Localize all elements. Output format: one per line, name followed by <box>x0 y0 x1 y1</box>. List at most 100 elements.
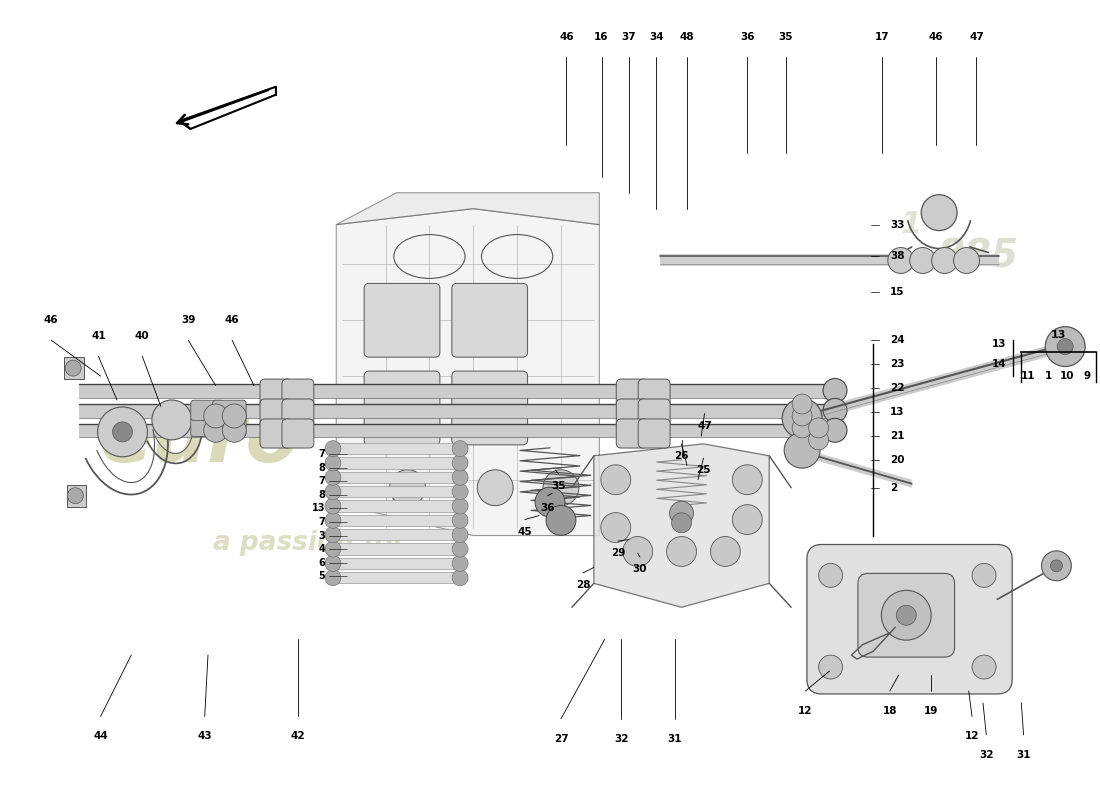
Circle shape <box>808 430 828 450</box>
Bar <box>331 458 462 469</box>
Bar <box>65 357 84 379</box>
Circle shape <box>543 470 579 506</box>
FancyBboxPatch shape <box>282 399 314 428</box>
Text: 28: 28 <box>575 580 590 590</box>
FancyBboxPatch shape <box>364 283 440 357</box>
Text: 11: 11 <box>1021 371 1035 381</box>
Text: 13: 13 <box>890 407 904 417</box>
Text: 24: 24 <box>890 335 904 346</box>
Circle shape <box>546 506 576 535</box>
Circle shape <box>794 410 810 426</box>
Text: 12: 12 <box>799 706 813 716</box>
Circle shape <box>784 432 821 468</box>
Bar <box>78 424 835 438</box>
Circle shape <box>910 247 936 274</box>
Polygon shape <box>337 209 600 535</box>
Bar <box>331 558 462 569</box>
Circle shape <box>452 498 469 514</box>
Circle shape <box>324 555 341 571</box>
Text: 29: 29 <box>610 548 625 558</box>
FancyBboxPatch shape <box>638 419 670 448</box>
Text: 34: 34 <box>649 32 663 42</box>
Text: 32: 32 <box>614 734 628 744</box>
Text: a passion for: a passion for <box>212 530 405 557</box>
Circle shape <box>818 655 843 679</box>
Text: 37: 37 <box>621 32 636 42</box>
Bar <box>67 485 86 507</box>
Text: 13: 13 <box>1050 330 1066 340</box>
Circle shape <box>823 418 847 442</box>
Circle shape <box>222 404 246 428</box>
Circle shape <box>733 465 762 494</box>
Text: 7: 7 <box>319 517 326 527</box>
Text: 8: 8 <box>318 462 326 473</box>
FancyBboxPatch shape <box>260 379 292 408</box>
Circle shape <box>823 378 847 402</box>
Circle shape <box>452 441 469 457</box>
Circle shape <box>792 394 812 414</box>
FancyBboxPatch shape <box>212 400 246 421</box>
Circle shape <box>972 563 996 587</box>
Polygon shape <box>594 444 769 607</box>
Text: 14: 14 <box>991 359 1006 369</box>
FancyBboxPatch shape <box>190 416 224 437</box>
Bar <box>331 572 462 583</box>
Circle shape <box>601 465 630 494</box>
Text: 885: 885 <box>937 238 1018 275</box>
Text: 25: 25 <box>696 465 711 475</box>
Text: 47: 47 <box>969 32 983 42</box>
FancyBboxPatch shape <box>452 371 528 445</box>
Circle shape <box>972 655 996 679</box>
Text: 8: 8 <box>318 490 326 500</box>
Circle shape <box>1057 338 1074 354</box>
Text: 35: 35 <box>779 32 793 42</box>
Circle shape <box>954 247 979 274</box>
Circle shape <box>623 537 652 566</box>
Circle shape <box>881 590 932 640</box>
FancyBboxPatch shape <box>282 419 314 448</box>
Text: 15: 15 <box>890 287 904 298</box>
Circle shape <box>112 422 132 442</box>
Text: 4: 4 <box>319 544 326 554</box>
Text: euro: euro <box>99 402 299 478</box>
Circle shape <box>152 400 191 440</box>
Text: 47: 47 <box>697 421 712 430</box>
Text: 18: 18 <box>882 706 898 716</box>
Circle shape <box>324 455 341 471</box>
FancyBboxPatch shape <box>190 400 224 421</box>
Circle shape <box>67 488 84 504</box>
Circle shape <box>932 247 958 274</box>
Text: 21: 21 <box>890 431 904 441</box>
Circle shape <box>1045 326 1085 366</box>
FancyBboxPatch shape <box>616 399 648 428</box>
Circle shape <box>452 484 469 500</box>
Text: 6: 6 <box>319 558 326 568</box>
Bar <box>331 543 462 554</box>
Circle shape <box>65 360 81 376</box>
Text: 9: 9 <box>1084 371 1091 381</box>
Text: 1: 1 <box>1045 371 1053 381</box>
Text: 30: 30 <box>632 564 647 574</box>
Circle shape <box>667 537 696 566</box>
FancyBboxPatch shape <box>260 419 292 448</box>
Circle shape <box>452 455 469 471</box>
Bar <box>331 443 462 454</box>
Circle shape <box>823 398 847 422</box>
Text: 35: 35 <box>551 481 566 491</box>
Bar <box>660 254 1000 266</box>
Circle shape <box>921 194 957 230</box>
Circle shape <box>324 498 341 514</box>
Circle shape <box>477 470 513 506</box>
Text: 17: 17 <box>874 32 890 42</box>
Text: 19: 19 <box>924 706 938 716</box>
Text: 22: 22 <box>890 383 904 393</box>
Circle shape <box>324 484 341 500</box>
Circle shape <box>324 441 341 457</box>
Bar <box>78 404 835 418</box>
Text: 33: 33 <box>890 220 904 230</box>
Text: 13: 13 <box>311 503 326 514</box>
FancyBboxPatch shape <box>452 283 528 357</box>
Text: 46: 46 <box>559 32 574 42</box>
Text: 41: 41 <box>91 331 106 342</box>
Circle shape <box>808 418 828 438</box>
